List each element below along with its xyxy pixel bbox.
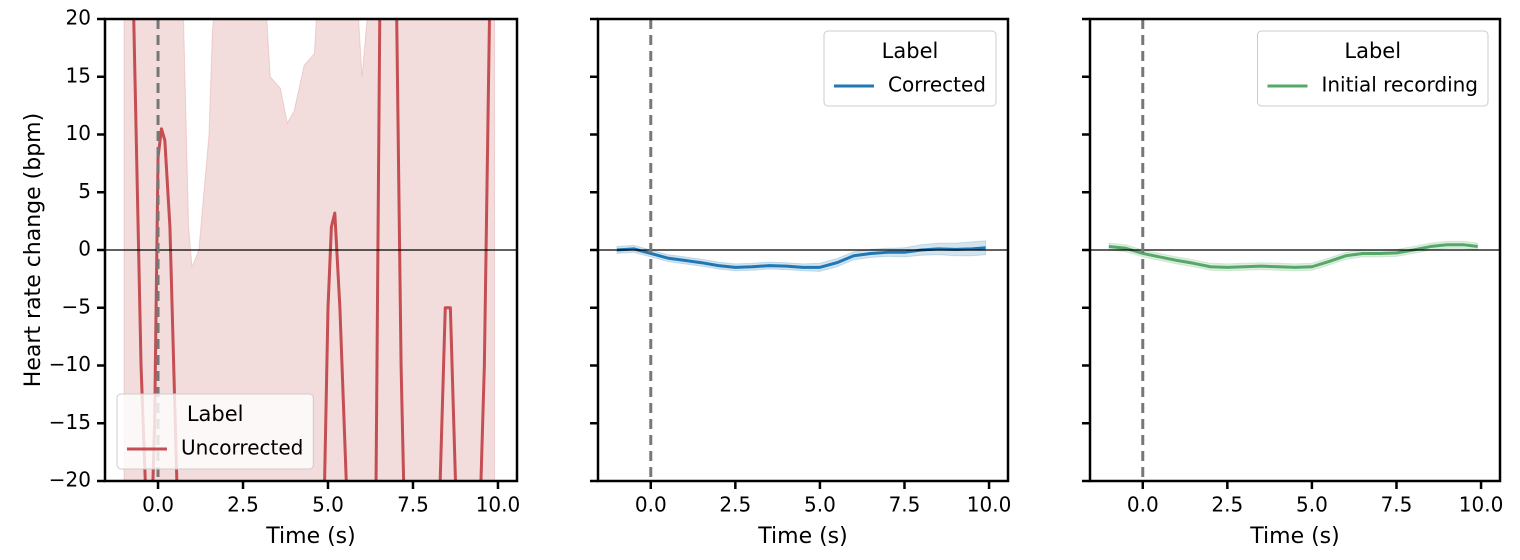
legend-label: Uncorrected <box>181 436 303 460</box>
y-tick-label: 0 <box>78 237 91 261</box>
x-tick-label: 2.5 <box>1211 493 1243 517</box>
x-tick-label: 0.0 <box>635 493 667 517</box>
series-line <box>132 19 491 481</box>
x-axis-label: Time (s) <box>757 524 847 549</box>
y-axis-label: Heart rate change (bpm) <box>21 113 46 387</box>
plot-area <box>616 240 987 272</box>
legend-label: Corrected <box>888 73 986 97</box>
x-tick-label: 7.5 <box>889 493 921 517</box>
legend-title: Label <box>1344 39 1401 63</box>
legend: Label Uncorrected <box>116 393 314 470</box>
plot-area <box>123 19 496 481</box>
y-tick-label: 5 <box>78 179 91 203</box>
x-axis-label: Time (s) <box>265 524 355 549</box>
y-tick-label: 20 <box>66 6 91 30</box>
legend: Label Corrected <box>823 30 997 107</box>
legend: Label Initial recording <box>1256 30 1489 107</box>
legend-title: Label <box>187 402 244 426</box>
legend-box <box>1256 30 1489 107</box>
y-tick-label: −20 <box>49 468 91 492</box>
series-line <box>1108 243 1478 269</box>
y-tick-label: −5 <box>62 294 91 318</box>
y-tick-label: 15 <box>66 63 91 87</box>
x-tick-label: 10.0 <box>476 493 521 517</box>
y-tick-label: −15 <box>49 410 91 434</box>
x-axis-label: Time (s) <box>1249 524 1339 549</box>
x-tick-label: 5.0 <box>1296 493 1328 517</box>
x-tick-label: 0.0 <box>142 493 174 517</box>
x-tick-label: 7.5 <box>1381 493 1413 517</box>
x-tick-label: 7.5 <box>397 493 429 517</box>
x-tick-label: 0.0 <box>1127 493 1159 517</box>
x-tick-label: 5.0 <box>312 493 344 517</box>
y-tick-label: 10 <box>66 121 91 145</box>
plot-area <box>1108 240 1479 272</box>
y-tick-label: −10 <box>49 352 91 376</box>
x-tick-label: 2.5 <box>719 493 751 517</box>
legend-label: Initial recording <box>1321 73 1478 97</box>
x-tick-label: 10.0 <box>1459 493 1504 517</box>
x-tick-label: 10.0 <box>967 493 1012 517</box>
x-tick-label: 2.5 <box>227 493 259 517</box>
legend-title: Label <box>882 39 939 63</box>
x-tick-label: 5.0 <box>804 493 836 517</box>
